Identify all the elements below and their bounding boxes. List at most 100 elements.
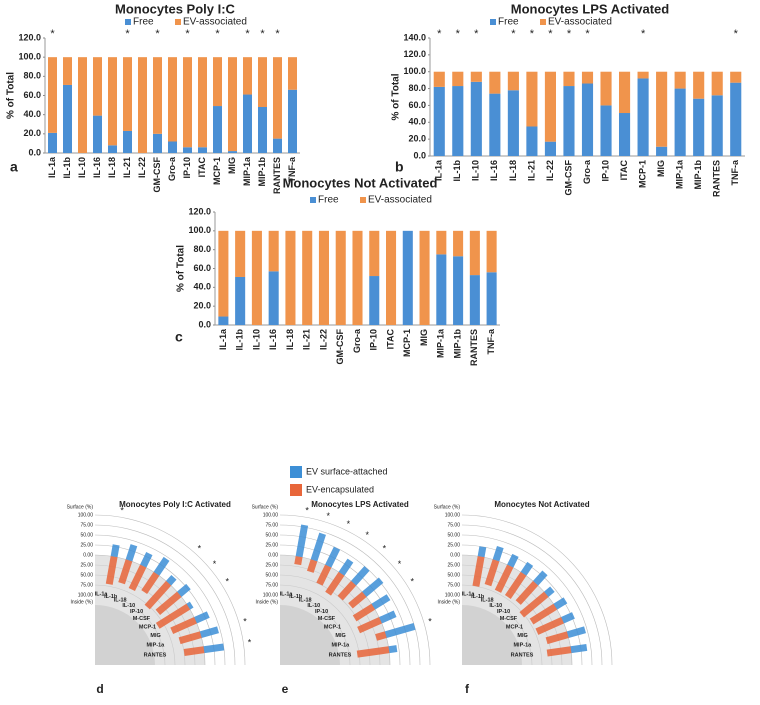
x-tick-label: MIG: [656, 160, 666, 177]
inside-bar: [325, 571, 345, 596]
category-label: IL-10: [489, 603, 502, 609]
bar-segment: [352, 230, 363, 325]
inside-bar: [306, 559, 318, 573]
y-tick-label: 80.0: [408, 83, 426, 93]
surface-bar: [351, 566, 370, 586]
significance-mark: *: [585, 28, 590, 40]
inside-bar: [294, 556, 303, 566]
bar-segment: [335, 230, 346, 325]
category-label: IL-10: [122, 603, 135, 609]
y-tick-label: 120.0: [403, 49, 426, 59]
x-tick-label: Gro-a: [582, 159, 592, 184]
bar-segment: [507, 71, 519, 91]
surface-bar: [140, 552, 153, 568]
bar-segment: [489, 71, 501, 94]
bar-segment: [563, 71, 575, 87]
bar-segment: [453, 230, 464, 257]
bar-segment: [489, 93, 501, 156]
x-tick-label: MIP-1a: [436, 328, 446, 358]
grid-arc: [279, 594, 351, 666]
significance-mark: *: [226, 577, 230, 587]
bar-segment: [637, 71, 649, 79]
x-tick-label: IL-10: [251, 329, 261, 350]
y-tick-label: 20.0: [193, 301, 211, 311]
grid-arc: [279, 564, 381, 666]
legend-label: Free: [133, 17, 154, 28]
grid-arc: [461, 554, 573, 666]
significance-mark: *: [474, 28, 479, 40]
inside-bar: [155, 591, 182, 615]
surface-bar: [566, 626, 587, 639]
bar-segment: [436, 230, 447, 255]
y-tick-label: 60.0: [193, 263, 211, 273]
grid-arc: [279, 544, 401, 666]
y-tick-label: 140.0: [403, 32, 426, 42]
significance-mark: *: [398, 559, 402, 569]
bar-segment: [526, 71, 538, 127]
legend-label: Free: [498, 17, 519, 28]
x-tick-label: IL-16: [489, 160, 499, 181]
significance-mark: *: [50, 28, 55, 40]
chart-title: Monocytes Not Activated: [494, 500, 589, 509]
y-tick-label: 40.0: [23, 109, 41, 119]
category-label: MCP-1: [139, 624, 156, 630]
surface-bar: [325, 546, 341, 568]
category-label: IL-10: [307, 603, 320, 609]
legend-swatch: [290, 484, 302, 496]
inside-tick-label: 25.00: [80, 562, 93, 568]
inside-bar: [105, 556, 118, 585]
y-tick-label: 80.0: [23, 71, 41, 81]
surface-bar: [310, 532, 326, 562]
legend-swatch: [540, 19, 546, 25]
bar-segment: [108, 57, 117, 146]
x-tick-label: IL-21: [122, 157, 132, 178]
y-tick-label: 60.0: [23, 90, 41, 100]
inside-tick-label: 100.00: [263, 592, 279, 598]
x-tick-label: IP-10: [182, 157, 192, 179]
category-label: IL-18: [299, 598, 312, 604]
bar-segment: [730, 71, 742, 83]
inside-axis-title: Inside (%): [255, 599, 278, 605]
bar-segment: [251, 230, 262, 325]
x-tick-label: IL-18: [107, 157, 117, 178]
bar-segment: [273, 138, 282, 153]
y-tick-label: 20.0: [23, 128, 41, 138]
category-label: MCP-1: [506, 624, 523, 630]
significance-mark: *: [734, 28, 739, 40]
bar-segment: [63, 57, 72, 85]
category-label: IL-1b: [471, 594, 485, 600]
y-tick-label: 120.0: [188, 206, 211, 216]
inside-bar: [141, 571, 160, 595]
significance-mark: *: [437, 28, 442, 40]
bar-segment: [386, 230, 397, 325]
chart-title: Monocytes Poly I:C Activated: [119, 500, 231, 509]
surface-tick-label: 0.00: [83, 552, 93, 558]
surface-bar: [570, 643, 588, 654]
grid-arc: [461, 524, 603, 666]
x-tick-label: Gro-a: [167, 156, 177, 181]
legend-swatch: [175, 19, 181, 25]
y-axis-label: % of Total: [391, 73, 402, 120]
inside-axis-title: Inside (%): [437, 599, 460, 605]
surface-bar: [507, 553, 519, 568]
panel-label: b: [395, 159, 404, 175]
surface-bar: [295, 524, 309, 558]
x-tick-label: IP-10: [600, 160, 610, 182]
bar-segment: [258, 107, 267, 153]
panel-label: e: [282, 682, 289, 696]
significance-mark: *: [456, 28, 461, 40]
y-tick-label: 40.0: [408, 117, 426, 127]
y-tick-label: 100.0: [18, 52, 41, 62]
x-tick-label: MIG: [227, 157, 237, 174]
grid-arc: [94, 544, 216, 666]
bar-segment: [218, 316, 229, 325]
surface-bar: [338, 558, 354, 576]
significance-mark: *: [213, 559, 217, 569]
x-tick-label: MIP-1b: [693, 160, 703, 190]
chart-title: Monocytes Not Activated: [283, 175, 438, 190]
bar-segment: [183, 147, 192, 153]
bar-segment: [268, 271, 279, 325]
bar-segment: [469, 275, 480, 325]
bar-segment: [600, 105, 612, 156]
